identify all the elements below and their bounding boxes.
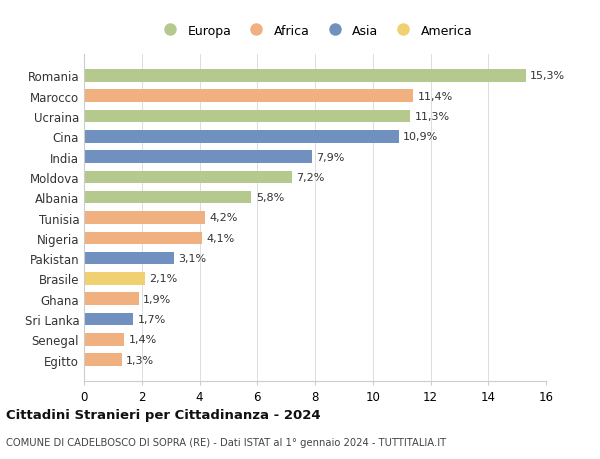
- Bar: [84, 353, 122, 366]
- Text: 10,9%: 10,9%: [403, 132, 439, 142]
- Bar: [84, 252, 173, 265]
- Bar: [84, 70, 526, 83]
- Bar: [84, 273, 145, 285]
- Text: COMUNE DI CADELBOSCO DI SOPRA (RE) - Dati ISTAT al 1° gennaio 2024 - TUTTITALIA.: COMUNE DI CADELBOSCO DI SOPRA (RE) - Dat…: [6, 437, 446, 447]
- Bar: [84, 151, 312, 163]
- Text: 5,8%: 5,8%: [256, 193, 284, 203]
- Bar: [84, 313, 133, 325]
- Text: 11,3%: 11,3%: [415, 112, 450, 122]
- Legend: Europa, Africa, Asia, America: Europa, Africa, Asia, America: [155, 22, 475, 40]
- Text: 7,2%: 7,2%: [296, 173, 325, 183]
- Text: 3,1%: 3,1%: [178, 253, 206, 263]
- Bar: [84, 293, 139, 305]
- Text: Cittadini Stranieri per Cittadinanza - 2024: Cittadini Stranieri per Cittadinanza - 2…: [6, 408, 320, 421]
- Text: 1,7%: 1,7%: [137, 314, 166, 325]
- Text: 2,1%: 2,1%: [149, 274, 177, 284]
- Bar: [84, 191, 251, 204]
- Text: 1,9%: 1,9%: [143, 294, 172, 304]
- Text: 1,4%: 1,4%: [129, 335, 157, 345]
- Text: 11,4%: 11,4%: [418, 91, 453, 101]
- Text: 7,9%: 7,9%: [316, 152, 345, 162]
- Text: 4,1%: 4,1%: [207, 233, 235, 243]
- Bar: [84, 171, 292, 184]
- Bar: [84, 232, 202, 245]
- Text: 4,2%: 4,2%: [209, 213, 238, 223]
- Bar: [84, 111, 410, 123]
- Text: 1,3%: 1,3%: [126, 355, 154, 365]
- Bar: [84, 333, 124, 346]
- Text: 15,3%: 15,3%: [530, 71, 565, 81]
- Bar: [84, 212, 205, 224]
- Bar: [84, 90, 413, 103]
- Bar: [84, 131, 399, 143]
